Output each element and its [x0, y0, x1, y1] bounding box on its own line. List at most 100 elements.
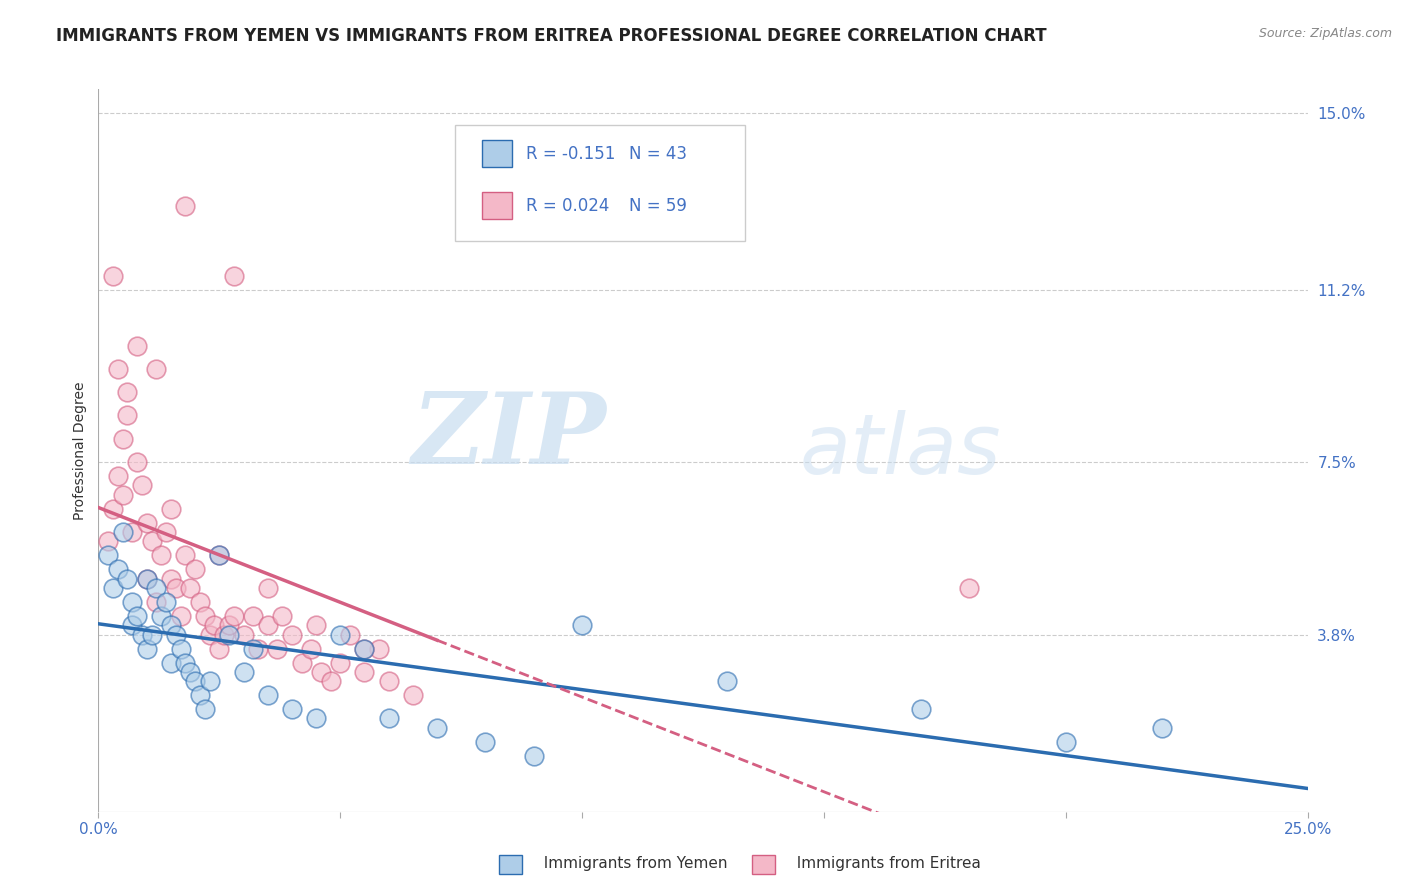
- Point: [117, 385, 139, 400]
- Point: [1054, 735, 1077, 749]
- Point: [402, 688, 425, 702]
- Point: [111, 432, 134, 446]
- Point: [135, 572, 157, 586]
- Point: [208, 549, 231, 563]
- Point: [353, 641, 375, 656]
- Point: [204, 618, 226, 632]
- Point: [281, 702, 304, 716]
- Text: IMMIGRANTS FROM YEMEN VS IMMIGRANTS FROM ERITREA PROFESSIONAL DEGREE CORRELATION: IMMIGRANTS FROM YEMEN VS IMMIGRANTS FROM…: [56, 27, 1047, 45]
- Point: [716, 674, 738, 689]
- Point: [155, 595, 177, 609]
- Point: [97, 549, 120, 563]
- Point: [256, 688, 278, 702]
- Point: [208, 549, 231, 563]
- Point: [194, 609, 217, 624]
- Point: [111, 524, 134, 539]
- Point: [160, 618, 183, 632]
- Text: R = -0.151: R = -0.151: [526, 145, 616, 162]
- Point: [290, 656, 312, 670]
- Point: [242, 641, 264, 656]
- Point: [188, 688, 211, 702]
- Point: [426, 721, 449, 735]
- Text: N = 43: N = 43: [630, 145, 688, 162]
- Point: [377, 674, 399, 689]
- Point: [353, 641, 375, 656]
- Point: [184, 674, 207, 689]
- Point: [194, 702, 217, 716]
- Point: [107, 469, 129, 483]
- Point: [141, 627, 163, 641]
- Point: [117, 409, 139, 423]
- Point: [377, 711, 399, 725]
- Point: [135, 572, 157, 586]
- Text: R = 0.024: R = 0.024: [526, 196, 610, 214]
- Point: [127, 338, 149, 352]
- Point: [184, 562, 207, 576]
- Point: [232, 627, 254, 641]
- Point: [121, 618, 143, 632]
- Point: [256, 618, 278, 632]
- Text: Immigrants from Yemen: Immigrants from Yemen: [534, 856, 728, 871]
- Point: [474, 735, 496, 749]
- Point: [117, 572, 139, 586]
- FancyBboxPatch shape: [482, 140, 512, 167]
- Point: [107, 362, 129, 376]
- Point: [121, 595, 143, 609]
- Point: [353, 665, 375, 679]
- Point: [232, 665, 254, 679]
- Point: [160, 656, 183, 670]
- Point: [188, 595, 211, 609]
- Point: [97, 534, 120, 549]
- Point: [179, 665, 201, 679]
- Point: [160, 572, 183, 586]
- Point: [179, 581, 201, 595]
- Point: [127, 455, 149, 469]
- Point: [127, 609, 149, 624]
- Point: [174, 656, 197, 670]
- Point: [141, 534, 163, 549]
- Point: [319, 674, 342, 689]
- Text: ZIP: ZIP: [412, 388, 606, 484]
- Point: [101, 581, 124, 595]
- Point: [571, 618, 593, 632]
- Point: [309, 665, 332, 679]
- Point: [212, 627, 235, 641]
- Point: [131, 627, 153, 641]
- Point: [111, 488, 134, 502]
- Point: [198, 674, 221, 689]
- Point: [165, 581, 187, 595]
- Point: [218, 618, 240, 632]
- Point: [145, 595, 167, 609]
- Point: [222, 609, 245, 624]
- Point: [305, 711, 328, 725]
- Point: [150, 549, 173, 563]
- Point: [145, 581, 167, 595]
- Point: [957, 581, 980, 595]
- Point: [329, 627, 352, 641]
- Text: Immigrants from Eritrea: Immigrants from Eritrea: [787, 856, 981, 871]
- Text: N = 59: N = 59: [630, 196, 688, 214]
- Point: [174, 549, 197, 563]
- Point: [155, 524, 177, 539]
- Point: [339, 627, 361, 641]
- Point: [1152, 721, 1174, 735]
- Point: [150, 609, 173, 624]
- Point: [218, 627, 240, 641]
- Point: [329, 656, 352, 670]
- Point: [165, 627, 187, 641]
- Point: [169, 641, 191, 656]
- Point: [208, 641, 231, 656]
- Point: [910, 702, 932, 716]
- Point: [523, 748, 546, 763]
- Text: atlas: atlas: [800, 410, 1001, 491]
- Point: [169, 609, 191, 624]
- Point: [271, 609, 294, 624]
- Point: [107, 562, 129, 576]
- Point: [101, 501, 124, 516]
- Point: [256, 581, 278, 595]
- FancyBboxPatch shape: [456, 125, 745, 241]
- Point: [368, 641, 391, 656]
- Point: [299, 641, 322, 656]
- Point: [266, 641, 288, 656]
- Point: [145, 362, 167, 376]
